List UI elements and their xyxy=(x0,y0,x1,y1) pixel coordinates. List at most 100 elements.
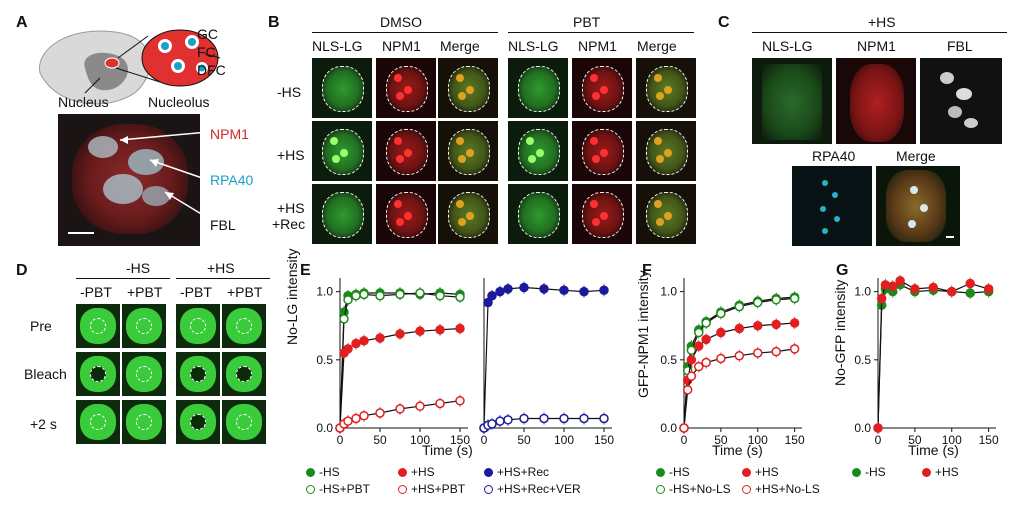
c-fbl-image xyxy=(920,58,1002,144)
data-point-E-left-2 xyxy=(455,323,465,334)
legend-e-5: +HS+PBT xyxy=(398,482,465,496)
legend-f-3: -HS+No-LS xyxy=(656,482,731,496)
data-point-E-left-1 xyxy=(415,288,425,298)
d-tile-r2-c3 xyxy=(176,352,220,396)
data-point-E-left-2 xyxy=(351,338,361,349)
d-col-header-3: -PBT xyxy=(180,284,212,300)
legend-g-2: +HS xyxy=(922,465,959,479)
b-tile-r1-c3 xyxy=(438,58,498,118)
b-tile-r2-c5 xyxy=(572,121,632,181)
data-point-G-1 xyxy=(880,280,891,290)
d-tile-r2-c2 xyxy=(122,352,166,396)
nucleolus-micrograph xyxy=(58,114,200,246)
c-header-rpa40: RPA40 xyxy=(812,148,856,164)
d-tile-r1-c4 xyxy=(222,304,266,348)
data-point-F-1 xyxy=(686,345,697,356)
b-tile-r1-c2 xyxy=(376,58,436,118)
data-point-F-1 xyxy=(789,293,800,304)
gc-label: GC xyxy=(197,26,218,42)
panel-d-letter: D xyxy=(16,262,28,279)
b-col-header-3: Merge xyxy=(440,38,480,54)
data-point-F-1 xyxy=(753,297,763,308)
data-point-E-right-1 xyxy=(539,413,549,424)
d-row-label-1: Pre xyxy=(30,318,52,334)
b-tile-r2-c2 xyxy=(376,121,436,181)
c-rpa40-image xyxy=(792,166,872,246)
data-point-E-left-1 xyxy=(359,289,369,300)
data-point-E-left-3 xyxy=(455,395,465,406)
data-point-F-1 xyxy=(694,327,704,338)
data-point-F-2 xyxy=(694,341,704,351)
b-tile-r1-c6 xyxy=(636,58,696,118)
data-point-E-left-3 xyxy=(343,416,353,426)
data-point-E-right-0 xyxy=(503,284,513,294)
data-point-E-left-1 xyxy=(455,292,465,302)
y-tick-label-E-left: 0.5 xyxy=(316,353,333,367)
y-tick-label-E-left: 1.0 xyxy=(316,285,333,299)
b-tile-r3-c1 xyxy=(312,184,372,244)
data-point-F-1 xyxy=(734,301,745,312)
fc-label: FC xyxy=(197,44,216,60)
data-point-E-right-0 xyxy=(487,290,497,301)
data-point-F-3 xyxy=(679,423,689,433)
data-point-F-2 xyxy=(716,327,726,338)
data-point-E-left-3 xyxy=(351,413,361,424)
d-tile-r3-c2 xyxy=(122,400,166,444)
data-point-E-right-0 xyxy=(495,286,505,297)
y-tick-label-F: 0.0 xyxy=(660,421,677,435)
c-title: +HS xyxy=(868,14,896,30)
b-tile-r3-c6 xyxy=(636,184,696,244)
dmso-label: DMSO xyxy=(380,14,422,30)
c-nls-lg-image xyxy=(752,58,832,144)
data-point-F-2 xyxy=(734,323,745,334)
data-point-G-1 xyxy=(965,278,975,289)
data-point-G-1 xyxy=(873,423,883,433)
d-tile-r3-c4 xyxy=(222,400,266,444)
data-point-F-1 xyxy=(716,308,726,319)
data-point-F-3 xyxy=(682,385,693,395)
d-group-2: +HS xyxy=(207,260,235,276)
data-point-F-2 xyxy=(789,318,800,328)
d-tile-r3-c3 xyxy=(176,400,220,444)
data-point-F-3 xyxy=(734,350,745,361)
data-point-F-3 xyxy=(771,346,781,357)
panel-g-letter: G xyxy=(836,262,849,279)
d-col-header-2: +PBT xyxy=(127,284,163,300)
data-point-G-1 xyxy=(928,282,939,293)
data-point-E-left-1 xyxy=(339,314,349,324)
e-ylabel: No-LG intensity xyxy=(284,248,300,345)
x-tick-label-F: 50 xyxy=(714,433,728,447)
y-tick-label-E-left: 0.0 xyxy=(316,421,333,435)
c-merge-image xyxy=(876,166,960,246)
y-tick-label-G: 1.0 xyxy=(854,285,871,299)
data-point-F-1 xyxy=(771,295,781,305)
data-point-E-right-0 xyxy=(579,286,589,297)
d-tile-r1-c2 xyxy=(122,304,166,348)
fit-line-E-right-0 xyxy=(483,286,605,429)
data-point-G-1 xyxy=(876,293,887,304)
legend-f-1: -HS xyxy=(656,465,690,479)
legend-e-4: -HS+PBT xyxy=(306,482,370,496)
b-col-header-5: NPM1 xyxy=(578,38,617,54)
data-point-F-2 xyxy=(753,320,763,331)
data-point-E-right-0 xyxy=(599,285,609,296)
x-tick-label-E-right: 0 xyxy=(481,433,488,447)
d-tile-r2-c1 xyxy=(76,352,120,396)
legend-e-1: -HS xyxy=(306,465,340,479)
nucleus-label: Nucleus xyxy=(58,94,109,110)
b-col-header-6: Merge xyxy=(637,38,677,54)
nucleus-schematic xyxy=(39,29,221,105)
legend-e-2: +HS xyxy=(398,465,435,479)
data-point-G-0 xyxy=(965,288,975,298)
data-point-G-1 xyxy=(895,275,905,286)
d-tile-r3-c1 xyxy=(76,400,120,444)
data-point-E-left-3 xyxy=(395,404,405,414)
data-point-F-1 xyxy=(701,318,711,328)
d-tile-r1-c3 xyxy=(176,304,220,348)
panel-f-letter: F xyxy=(642,262,652,279)
fbl-label: FBL xyxy=(210,217,236,233)
b-row-label-3: +HS xyxy=(277,200,305,216)
b-col-header-1: NLS-LG xyxy=(312,38,363,54)
data-point-F-3 xyxy=(789,344,800,354)
data-point-G-1 xyxy=(888,281,898,291)
